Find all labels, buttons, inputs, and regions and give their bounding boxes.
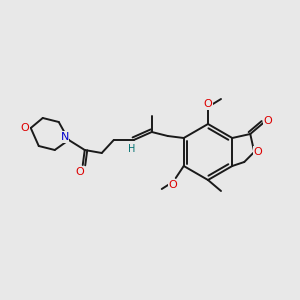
Text: O: O	[204, 99, 212, 109]
Text: O: O	[75, 167, 84, 177]
Text: O: O	[168, 180, 177, 190]
Text: O: O	[254, 147, 262, 157]
Text: O: O	[20, 123, 29, 133]
Text: H: H	[128, 144, 135, 154]
Text: O: O	[264, 116, 273, 126]
Text: N: N	[61, 132, 69, 142]
